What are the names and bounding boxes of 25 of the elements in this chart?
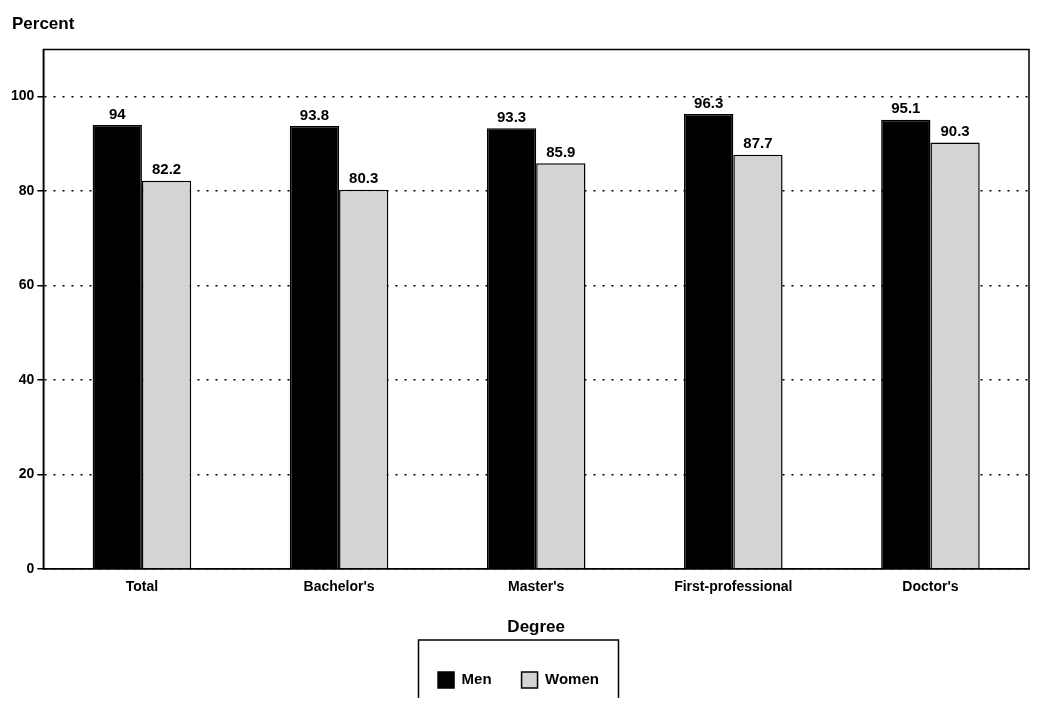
x-tick-label: First-professional	[674, 578, 793, 595]
data-label: 85.9	[546, 142, 576, 160]
legend-label: Men	[461, 670, 492, 688]
data-label: 96.3	[694, 93, 724, 111]
data-label: 90.3	[940, 122, 970, 140]
y-tick-label: 60	[18, 276, 35, 293]
data-label: 87.7	[743, 134, 773, 152]
data-label: 93.3	[496, 107, 527, 125]
y-tick-label: 80	[18, 181, 35, 198]
data-label: 94	[108, 104, 127, 122]
x-tick-label: Doctor's	[902, 578, 959, 595]
data-label: 93.8	[299, 105, 330, 123]
legend-label: Women	[545, 670, 599, 688]
y-tick-label: 40	[18, 370, 35, 387]
y-tick-label: 20	[18, 465, 35, 482]
y-tick-label: 0	[26, 559, 35, 576]
data-label: 95.1	[891, 99, 921, 117]
data-label: 80.3	[349, 169, 379, 187]
x-tick-label: Bachelor's	[303, 578, 375, 595]
x-tick-label: Master's	[508, 578, 565, 595]
x-axis-title: Degree	[507, 617, 565, 637]
y-axis-title: Percent	[11, 13, 76, 35]
x-tick-label: Total	[125, 578, 159, 595]
y-tick-label: 100	[11, 87, 35, 104]
data-label: 82.2	[151, 160, 182, 178]
